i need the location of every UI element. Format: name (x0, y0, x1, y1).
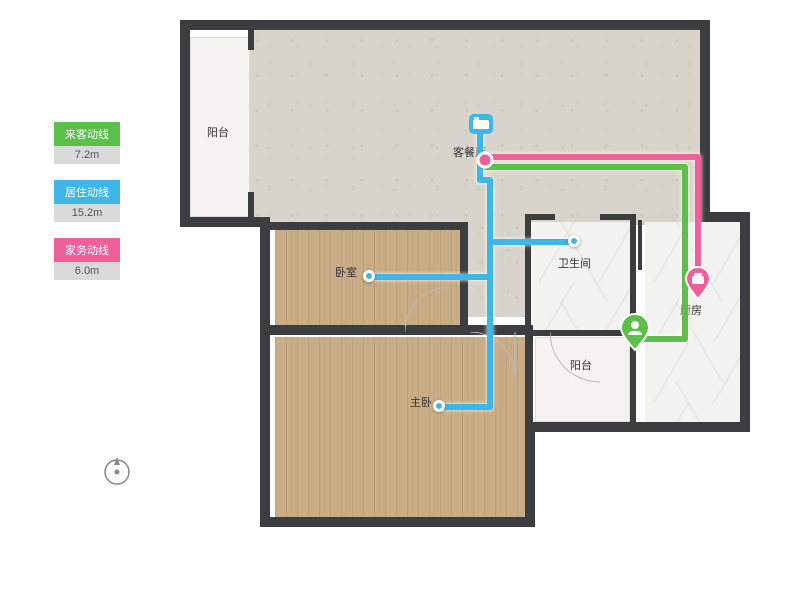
legend-title: 来客动线 (54, 122, 120, 146)
legend-item-guest: 来客动线 7.2m (54, 122, 120, 164)
legend: 来客动线 7.2m 居住动线 15.2m 家务动线 6.0m (54, 122, 120, 296)
bed-marker-icon (467, 112, 495, 145)
legend-item-chore: 家务动线 6.0m (54, 238, 120, 280)
person-marker-icon (618, 312, 652, 359)
legend-title: 居住动线 (54, 180, 120, 204)
path-dot-blue (363, 270, 375, 282)
paths-overlay (180, 12, 770, 542)
floorplan: 阳台 客餐厅 卧室 主卧 卫生间 阳台 厨房 (180, 12, 770, 542)
legend-value: 7.2m (54, 146, 120, 164)
compass-icon (100, 455, 134, 494)
pot-marker-icon (683, 265, 713, 308)
path-dot-blue (568, 235, 580, 247)
legend-value: 6.0m (54, 262, 120, 280)
legend-item-living: 居住动线 15.2m (54, 180, 120, 222)
path-dot-blue (433, 400, 445, 412)
legend-title: 家务动线 (54, 238, 120, 262)
legend-value: 15.2m (54, 204, 120, 222)
